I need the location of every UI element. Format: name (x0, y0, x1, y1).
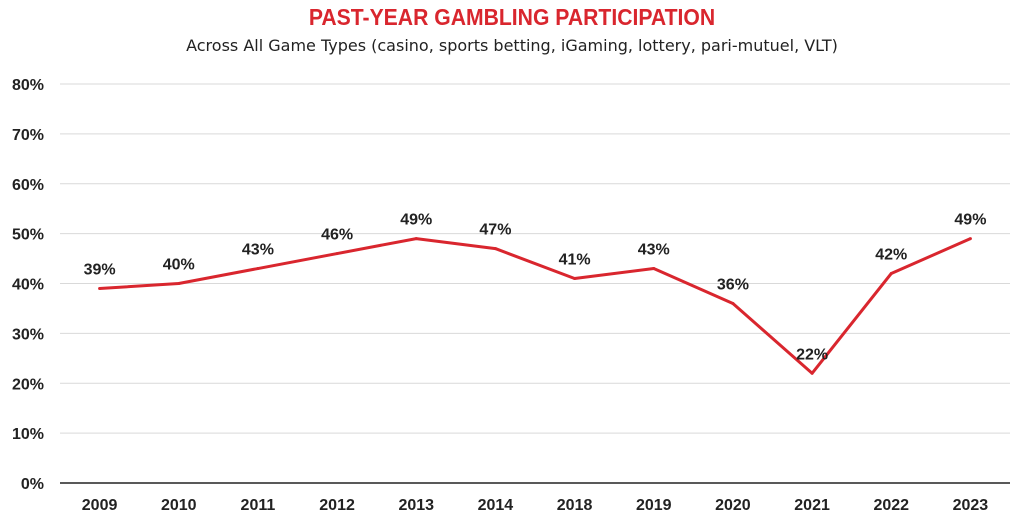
y-tick-label: 30% (12, 326, 44, 343)
x-tick-label: 2010 (161, 497, 197, 514)
y-tick-label: 70% (12, 127, 44, 144)
x-tick-label: 2012 (319, 497, 355, 514)
data-point (573, 277, 577, 281)
x-tick-label: 2019 (636, 497, 672, 514)
x-axis-ticks: 2009 2010 2011 2012 2013 2014 2018 2019 2020 2021… (82, 497, 989, 514)
y-tick-label: 20% (12, 376, 44, 393)
data-label: 41% (559, 252, 591, 269)
data-label: 49% (954, 212, 986, 229)
data-point (968, 237, 972, 241)
data-labels: 39% 40% 43% 46% 49% 47% 41% 43% 36% 22% 42% 49% (84, 212, 987, 364)
x-tick-label: 2013 (398, 497, 434, 514)
grid-lines (60, 83, 1010, 484)
y-tick-label: 0% (21, 476, 44, 493)
data-point (652, 267, 656, 271)
data-point (889, 272, 893, 276)
y-tick-label: 40% (12, 277, 44, 294)
x-tick-label: 2023 (953, 497, 989, 514)
data-point (810, 371, 814, 375)
series-line-path (99, 237, 972, 375)
data-point (731, 301, 735, 305)
data-label: 47% (479, 222, 511, 239)
data-label: 39% (84, 261, 116, 278)
y-tick-label: 50% (12, 227, 44, 244)
data-point (335, 252, 339, 256)
data-label: 46% (321, 227, 353, 244)
y-tick-label: 10% (12, 426, 44, 443)
data-point (493, 247, 497, 251)
x-tick-label: 2022 (873, 497, 909, 514)
data-label: 36% (717, 276, 749, 293)
x-tick-label: 2020 (715, 497, 751, 514)
x-tick-label: 2009 (82, 497, 118, 514)
y-tick-label: 80% (12, 77, 44, 94)
x-tick-label: 2011 (241, 497, 276, 514)
chart-title: PAST-YEAR GAMBLING PARTICIPATION (308, 4, 716, 30)
data-label: 22% (796, 346, 828, 363)
data-label: 42% (875, 247, 907, 264)
y-axis-ticks: 0% 10% 20% 30% 40% 50% 60% 70% 80% (12, 77, 44, 493)
data-point (256, 267, 260, 271)
x-tick-label: 2014 (478, 497, 514, 514)
data-label: 49% (400, 212, 432, 229)
data-label: 43% (638, 242, 670, 259)
data-label: 40% (163, 257, 195, 274)
data-point (98, 286, 102, 290)
data-label: 43% (242, 242, 274, 259)
chart-subtitle: Across All Game Types (casino, sports be… (186, 36, 838, 55)
data-point (177, 282, 181, 285)
series-line (98, 237, 972, 375)
data-point (414, 237, 418, 241)
y-tick-label: 60% (12, 177, 44, 194)
x-tick-label: 2021 (794, 497, 830, 514)
x-tick-label: 2018 (557, 497, 593, 514)
